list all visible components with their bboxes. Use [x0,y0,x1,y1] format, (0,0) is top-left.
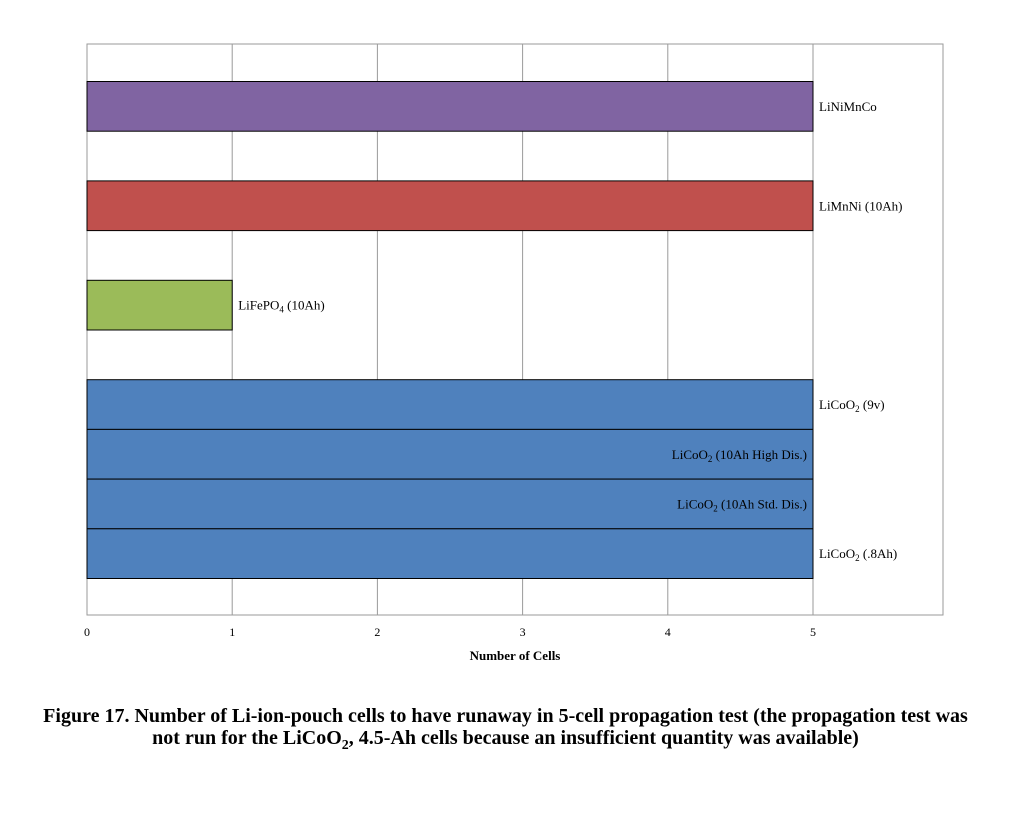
caption-subscript: 2 [341,738,349,753]
caption-text-continued: , 4.5-Ah cells because an insufficient q… [348,727,859,749]
bar-label: LiNiMnCo [819,99,877,114]
x-tick-labels: 0 1 2 3 4 5 [84,625,816,639]
x-tick-label: 2 [374,625,380,639]
bar-label: LiCoO2 (.8Ah) [819,546,897,563]
bar-labels: LiNiMnCo LiMnNi (10Ah) LiFePO4 (10Ah) LiCoO… [238,99,902,563]
bar [86,180,814,232]
bars [86,81,814,579]
x-tick-label: 3 [520,625,526,639]
bar-label: LiMnNi (10Ah) [819,198,902,213]
bar-label: LiCoO2 (10Ah Std. Dis.) [677,496,807,513]
bar [86,81,814,132]
x-tick-label: 0 [84,625,90,639]
bar-label: LiCoO2 (10Ah High Dis.) [672,447,807,464]
x-tick-label: 1 [229,625,235,639]
x-tick-label: 5 [810,625,816,639]
caption-text: Figure 17. Number of Li-ion-pouch cells … [43,705,968,749]
bar [86,379,814,430]
bar-chart: LiNiMnCo LiMnNi (10Ah) LiFePO4 (10Ah) LiCoO… [84,43,944,663]
bar-label: LiCoO2 (9v) [819,397,885,414]
bar [86,478,814,530]
figure-caption: Figure 17. Number of Li-ion-pouch cells … [30,705,981,753]
x-axis-label: Number of Cells [470,648,561,663]
bar-label: LiFePO4 (10Ah) [238,298,324,315]
bar [86,279,233,331]
x-tick-label: 4 [665,625,671,639]
bar [86,428,814,480]
bar [86,528,814,579]
